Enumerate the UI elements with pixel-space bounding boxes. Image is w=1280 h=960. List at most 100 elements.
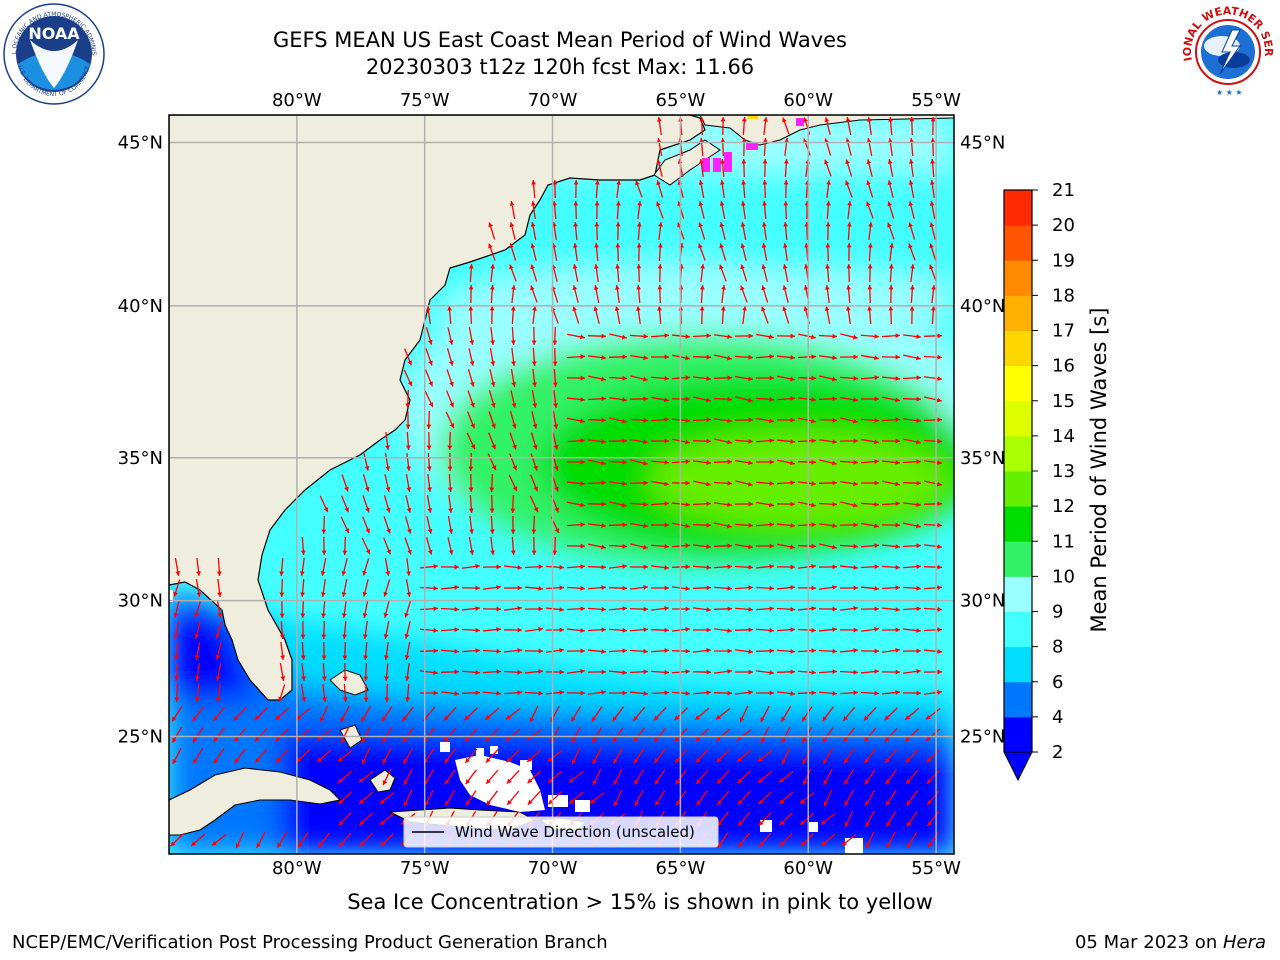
wind-wave-arrow — [608, 522, 628, 528]
wind-wave-arrow — [868, 221, 873, 241]
wind-wave-arrow — [488, 432, 496, 450]
wind-wave-arrow — [843, 727, 855, 743]
wind-wave-arrow — [656, 159, 663, 177]
wind-wave-arrow — [503, 585, 523, 591]
wind-wave-arrow — [503, 690, 523, 696]
wind-wave-arrow — [362, 620, 368, 640]
wind-wave-arrow — [566, 648, 586, 654]
lat-label-right: 45°N — [960, 132, 1005, 153]
wind-wave-arrow — [818, 669, 838, 675]
wind-wave-arrow — [844, 789, 854, 807]
wind-wave-arrow — [692, 565, 712, 570]
wind-wave-arrow — [402, 706, 414, 722]
wind-wave-arrow — [881, 460, 901, 465]
wind-wave-arrow — [594, 179, 600, 199]
wind-wave-arrow — [840, 501, 858, 508]
wind-wave-arrow — [316, 749, 332, 763]
lon-label-top: 60°W — [783, 90, 833, 111]
wind-wave-arrow — [566, 585, 586, 591]
wind-wave-arrow — [318, 832, 330, 848]
wind-wave-arrow — [905, 748, 919, 764]
colorbar-segment — [1004, 435, 1032, 472]
wind-wave-arrow — [510, 369, 517, 387]
wind-wave-arrow — [587, 564, 607, 570]
wind-wave-arrow — [529, 495, 539, 513]
wind-wave-arrow — [425, 537, 433, 555]
wind-wave-arrow — [587, 355, 607, 360]
wind-wave-arrow — [782, 264, 789, 282]
wind-wave-arrow — [845, 117, 852, 135]
wind-wave-arrow — [657, 263, 663, 283]
wind-wave-arrow — [860, 586, 880, 591]
wind-wave-arrow — [482, 606, 502, 612]
wind-wave-arrow — [440, 627, 460, 633]
wind-wave-arrow — [839, 585, 859, 591]
wind-wave-arrow — [884, 727, 898, 743]
wind-wave-arrow — [776, 501, 796, 507]
wind-wave-arrow — [636, 263, 642, 283]
wind-wave-arrow — [506, 749, 520, 763]
wind-wave-arrow — [866, 159, 873, 177]
wind-wave-arrow — [552, 368, 558, 388]
wind-wave-arrow — [524, 626, 544, 632]
wind-wave-arrow — [213, 748, 225, 764]
wind-wave-arrow — [482, 648, 502, 654]
wind-wave-arrow — [383, 495, 391, 513]
wind-wave-arrow — [721, 284, 726, 304]
wind-wave-arrow — [698, 222, 706, 240]
wind-wave-arrow — [861, 354, 879, 361]
wind-wave-arrow — [720, 158, 725, 178]
wind-wave-arrow — [860, 418, 880, 423]
wind-wave-arrow — [860, 648, 880, 654]
wind-wave-arrow — [882, 480, 900, 487]
wind-wave-arrow — [797, 627, 817, 633]
wind-wave-arrow — [736, 749, 752, 763]
wind-wave-arrow — [846, 263, 852, 283]
wind-wave-arrow — [762, 179, 768, 199]
wind-wave-arrow — [234, 748, 246, 764]
wind-wave-arrow — [591, 726, 603, 744]
wind-wave-arrow — [656, 180, 664, 198]
wind-wave-arrow — [337, 770, 353, 784]
wind-wave-arrow — [427, 473, 432, 493]
wind-wave-arrow — [740, 285, 748, 303]
wind-wave-arrow — [211, 833, 227, 847]
wind-wave-arrow — [196, 557, 201, 577]
wind-wave-arrow — [825, 200, 831, 220]
wind-wave-arrow — [818, 396, 838, 402]
wind-wave-arrow — [902, 480, 922, 486]
wind-wave-arrow — [755, 564, 775, 569]
wind-wave-arrow — [798, 417, 816, 424]
wind-wave-arrow — [608, 670, 628, 675]
wind-wave-arrow — [446, 369, 454, 387]
wind-wave-arrow — [404, 662, 410, 682]
wind-wave-arrow — [818, 627, 838, 632]
wind-wave-arrow — [693, 480, 711, 487]
wind-wave-arrow — [340, 726, 350, 744]
wind-wave-arrow — [381, 726, 393, 744]
wind-wave-arrow — [420, 690, 438, 696]
wind-wave-arrow — [881, 669, 901, 675]
wind-wave-arrow — [341, 474, 349, 492]
wind-wave-arrow — [654, 769, 666, 785]
wind-wave-arrow — [735, 480, 753, 487]
wind-wave-arrow — [426, 495, 433, 513]
wind-wave-arrow — [362, 558, 370, 576]
colorbar-extend-arrow — [1003, 751, 1033, 782]
wind-wave-arrow — [779, 832, 793, 848]
wind-wave-arrow — [566, 564, 586, 569]
wind-wave-arrow — [587, 523, 607, 528]
wind-wave-arrow — [713, 502, 733, 508]
wind-wave-arrow — [552, 536, 558, 556]
wind-wave-arrow — [468, 537, 475, 555]
wind-wave-arrow — [860, 690, 880, 696]
wind-wave-arrow — [902, 628, 922, 633]
wind-wave-arrow — [566, 690, 586, 696]
wind-wave-arrow — [776, 606, 796, 612]
wind-wave-arrow — [860, 626, 880, 632]
wind-wave-arrow — [566, 668, 586, 674]
wind-wave-arrow — [613, 768, 623, 786]
wind-wave-arrow — [300, 641, 306, 661]
noaa-logo: NOAA NATIONAL OCEANIC AND ATMOSPHERIC AD… — [2, 2, 105, 105]
